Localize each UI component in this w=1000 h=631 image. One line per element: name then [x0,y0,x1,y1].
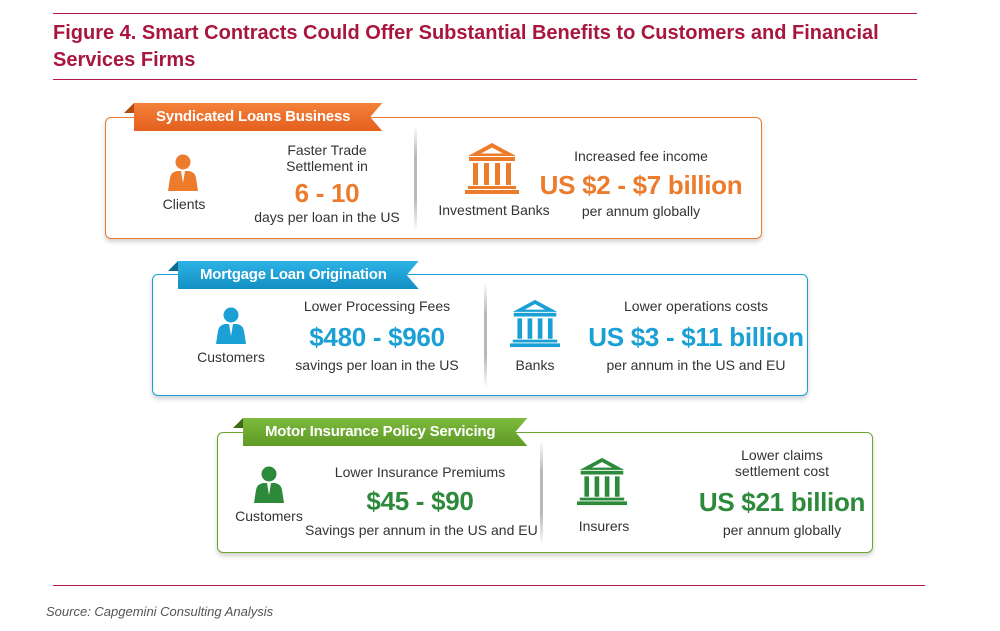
actor-label: Customers [197,349,265,365]
benefit-headline: Increased fee income [574,148,708,164]
title-top-rule [53,13,917,14]
person-icon [216,307,246,344]
benefit-value: $480 - $960 [309,322,445,352]
benefit-sub: per annum globally [581,203,701,219]
benefit-value: $45 - $90 [366,486,474,516]
banner-fold [168,261,178,271]
person-icon [168,154,198,191]
panel-divider [484,282,487,388]
banner-motor-insurance: Motor Insurance Policy Servicing [243,418,527,446]
banner-mortgage-loan: Mortgage Loan Origination [178,261,419,289]
banner-fold [124,103,134,113]
panel-mortgage-loan [152,274,808,396]
bank-building-icon [510,299,560,348]
actor-label: Clients [162,196,206,212]
benefit-headline: Settlement in [286,158,368,174]
benefit-headline: Faster Trade [287,142,367,158]
source-note: Source: Capgemini Consulting Analysis [46,604,274,619]
panel-syndicated-loans [105,117,762,239]
benefit-headline: Lower claims [741,447,823,463]
banner-fold [233,418,243,428]
benefit-sub: per annum globally [722,522,842,538]
benefit-value: 6 - 10 [294,178,360,208]
footer-rule [53,585,925,586]
benefit-value: US $21 billion [698,487,866,517]
banner-syndicated-loans: Syndicated Loans Business [134,103,382,131]
benefit-value: US $2 - $7 billion [539,170,743,200]
actor-label: Banks [515,357,555,373]
benefit-value: US $3 - $11 billion [588,322,804,352]
panel-motor-insurance [217,432,873,553]
benefit-headline: Lower operations costs [624,298,768,314]
title-bottom-rule [53,79,917,80]
panel-divider [540,440,543,545]
benefit-sub: per annum in the US and EU [606,357,786,373]
actor-label: Customers [235,508,303,524]
actor-label: Investment Banks [438,202,550,218]
bank-building-icon [577,457,627,506]
benefit-headline: Lower Insurance Premiums [334,464,506,480]
benefit-sub: days per loan in the US [254,209,400,225]
benefit-sub: Savings per annum in the US and EU [305,522,538,538]
benefit-sub: savings per loan in the US [295,357,459,373]
benefit-headline: settlement cost [734,463,830,479]
person-icon [254,466,284,503]
benefit-headline: Lower Processing Fees [303,298,451,314]
panel-divider [414,125,417,231]
figure-title: Figure 4. Smart Contracts Could Offer Su… [53,22,879,71]
actor-label: Insurers [578,518,630,534]
bank-building-icon [465,143,519,194]
